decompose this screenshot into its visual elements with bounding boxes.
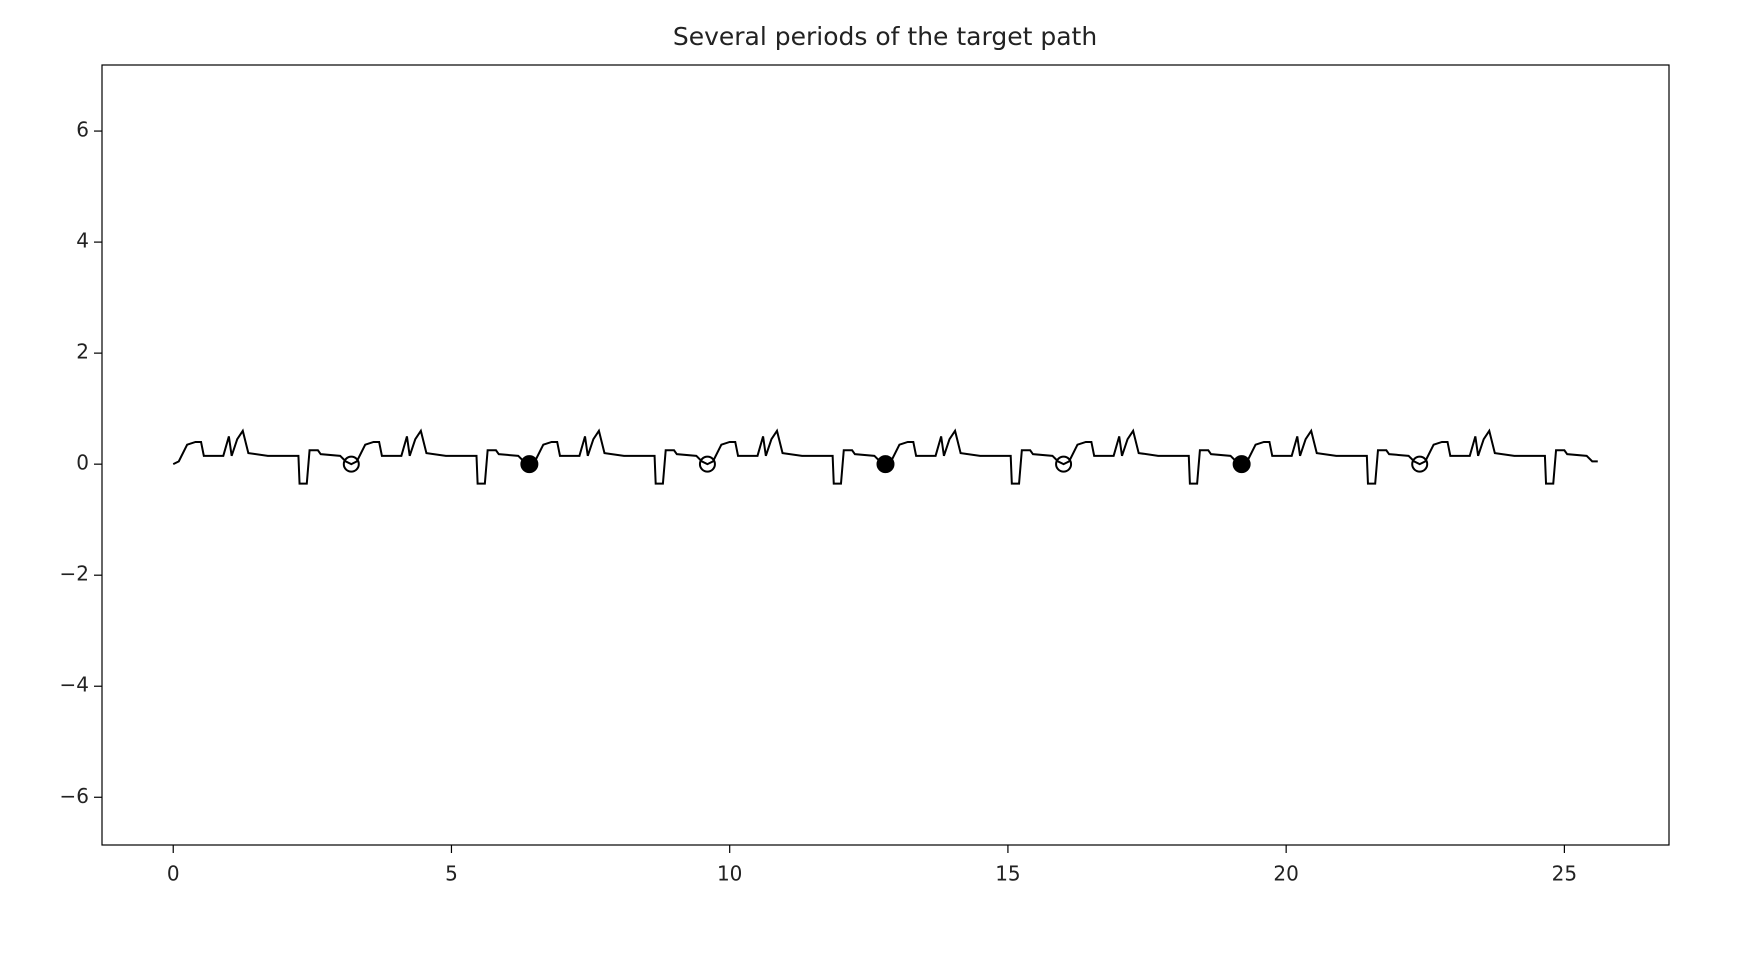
x-tick-label: 0 (167, 862, 180, 886)
x-tick-label: 20 (1273, 862, 1298, 886)
open-marker (698, 455, 716, 473)
y-tick-label: −4 (60, 673, 89, 697)
x-tick-label: 10 (717, 862, 742, 886)
y-tick-label: −2 (60, 562, 89, 586)
x-tick-label: 25 (1552, 862, 1577, 886)
filled-marker (876, 455, 895, 474)
open-marker (1055, 455, 1073, 473)
x-tick-label: 5 (445, 862, 458, 886)
y-tick-label: −6 (60, 784, 89, 808)
filled-marker (1232, 455, 1251, 474)
plot-frame (101, 64, 1670, 846)
x-tick-label: 15 (995, 862, 1020, 886)
y-tick-label: 0 (76, 451, 89, 475)
y-tick-label: 4 (76, 229, 89, 253)
open-marker (1411, 455, 1429, 473)
y-tick-label: 2 (76, 340, 89, 364)
open-marker (342, 455, 360, 473)
filled-marker (520, 455, 539, 474)
chart-title: Several periods of the target path (673, 22, 1097, 51)
y-tick-label: 6 (76, 118, 89, 142)
